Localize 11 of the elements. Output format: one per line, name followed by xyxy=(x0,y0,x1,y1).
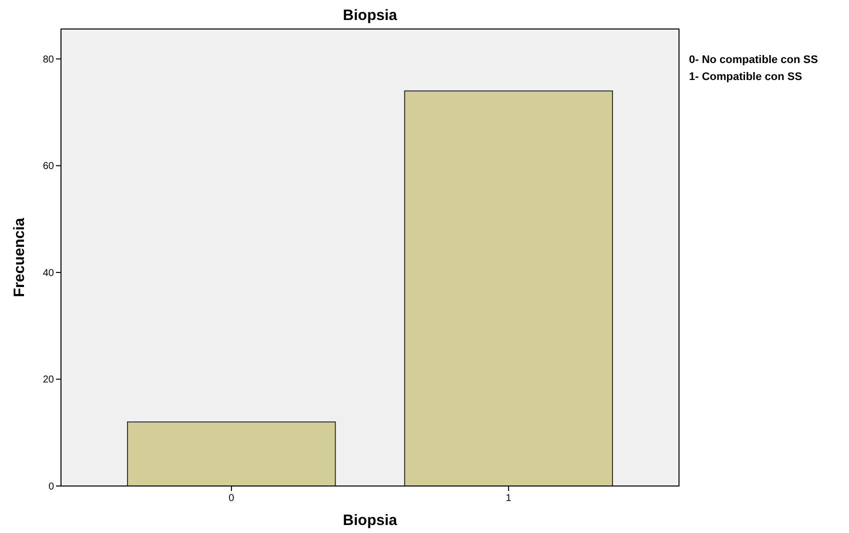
y-tick-label: 40 xyxy=(42,268,54,279)
y-tick-label: 20 xyxy=(42,374,54,386)
x-tick-label: 1 xyxy=(506,493,512,504)
text: 1- Compatible con SS xyxy=(689,71,802,83)
y-tick-label: 60 xyxy=(42,161,54,172)
y-tick-label: 80 xyxy=(42,54,54,66)
x-axis-title: Biopsia xyxy=(342,512,398,529)
y-axis-title: Frecuencia xyxy=(11,217,28,298)
chart-title: Biopsia xyxy=(342,7,398,24)
y-tick-label: 0 xyxy=(48,482,54,492)
text: 0- No compatible con SS xyxy=(689,54,818,66)
